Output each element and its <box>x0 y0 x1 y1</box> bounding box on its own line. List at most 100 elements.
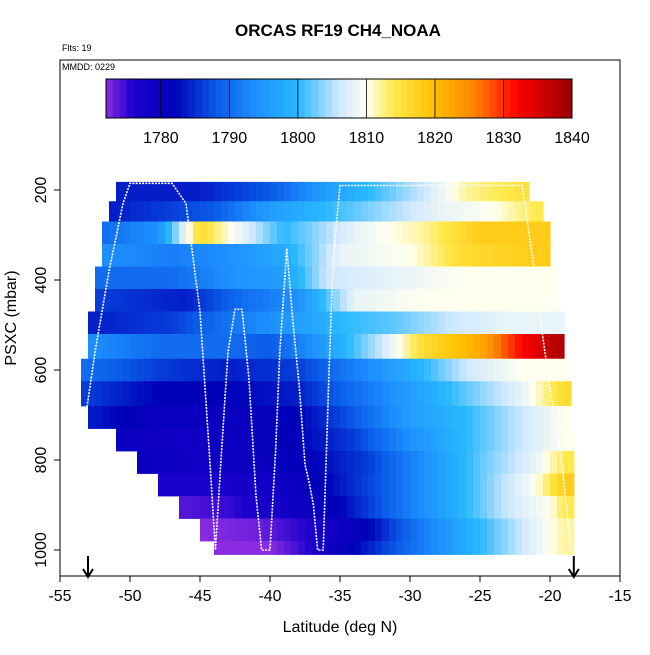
heatmap-cell <box>109 406 117 429</box>
heatmap-cell <box>214 541 222 555</box>
heatmap-cell <box>312 428 320 452</box>
heatmap-cell <box>284 181 292 202</box>
heatmap-cell <box>529 518 537 542</box>
heatmap-cell <box>466 221 474 245</box>
heatmap-cell <box>459 381 467 407</box>
heatmap-cell <box>361 244 369 267</box>
heatmap-cell <box>130 289 138 312</box>
heatmap-cell <box>319 428 327 452</box>
heatmap-cell <box>207 201 215 222</box>
heatmap-cell <box>144 221 152 245</box>
heatmap-cell <box>172 381 180 407</box>
heatmap-cell <box>137 221 145 245</box>
heatmap-cell <box>221 201 229 222</box>
heatmap-cell <box>284 541 292 555</box>
heatmap-cell <box>284 406 292 429</box>
heatmap-cell <box>536 496 544 519</box>
heatmap-cell <box>312 289 320 312</box>
heatmap-cell <box>179 496 187 519</box>
heatmap-cell <box>333 266 341 290</box>
heatmap-cell <box>214 201 222 222</box>
heatmap-cell <box>242 473 250 497</box>
heatmap-cell <box>263 181 271 202</box>
heatmap-cell <box>494 221 502 245</box>
heatmap-cell <box>263 266 271 290</box>
heatmap-cell <box>375 334 383 360</box>
heatmap-cell <box>347 473 355 497</box>
heatmap-cell <box>109 358 117 382</box>
heatmap-cell <box>480 406 488 429</box>
heatmap-cell <box>431 289 439 312</box>
heatmap-cell <box>263 311 271 335</box>
heatmap-cell <box>277 289 285 312</box>
heatmap-cell <box>333 381 341 407</box>
heatmap-cell <box>172 266 180 290</box>
heatmap-cell <box>361 358 369 382</box>
heatmap-cell <box>228 406 236 429</box>
heatmap-cell <box>382 201 390 222</box>
heatmap-cell <box>151 266 159 290</box>
heatmap-cell <box>193 181 201 202</box>
heatmap-cell <box>368 518 376 542</box>
heatmap-cell <box>298 406 306 429</box>
heatmap-cell <box>459 201 467 222</box>
heatmap-cell <box>214 244 222 267</box>
heatmap-cell <box>305 244 313 267</box>
heatmap-cell <box>466 451 474 474</box>
heatmap-cell <box>375 201 383 222</box>
heatmap-cell <box>284 266 292 290</box>
heatmap-cell <box>487 311 495 335</box>
heatmap-cell <box>431 181 439 202</box>
heatmap-cell <box>452 334 460 360</box>
heatmap-cell <box>396 289 404 312</box>
heatmap-cell <box>347 181 355 202</box>
heatmap-cell <box>200 266 208 290</box>
heatmap-cell <box>571 473 575 497</box>
heatmap-cell <box>438 334 446 360</box>
heatmap-cell <box>473 311 481 335</box>
heatmap-cell <box>165 244 173 267</box>
colorbar-swatch <box>544 79 552 118</box>
heatmap-cell <box>515 221 523 245</box>
heatmap-cell <box>522 334 530 360</box>
heatmap-cell <box>445 334 453 360</box>
heatmap-cell <box>550 518 558 542</box>
heatmap-cell <box>193 289 201 312</box>
heatmap-cell <box>123 244 131 267</box>
heatmap-cell <box>354 518 362 542</box>
heatmap-cell <box>494 266 502 290</box>
heatmap-cell <box>557 473 565 497</box>
heatmap-cell <box>494 334 502 360</box>
heatmap-cell <box>319 518 327 542</box>
x-tick-label: -45 <box>188 588 211 605</box>
heatmap-cell <box>382 518 390 542</box>
heatmap-cell <box>550 381 558 407</box>
heatmap-cell <box>340 221 348 245</box>
heatmap-cell <box>256 334 264 360</box>
heatmap-cell <box>228 541 236 555</box>
heatmap-cell <box>403 221 411 245</box>
heatmap-cell <box>221 358 229 382</box>
heatmap-cell <box>501 289 509 312</box>
heatmap-cell <box>207 428 215 452</box>
heatmap-cell <box>522 541 530 555</box>
heatmap-cell <box>389 311 397 335</box>
heatmap-cell <box>543 266 551 290</box>
heatmap-cell <box>543 289 551 312</box>
colorbar-swatch <box>414 79 422 118</box>
heatmap-cell <box>375 311 383 335</box>
heatmap-cell <box>242 181 250 202</box>
heatmap-cell <box>354 244 362 267</box>
heatmap-cell <box>445 451 453 474</box>
heatmap-cell <box>515 541 523 555</box>
heatmap-cell <box>179 358 187 382</box>
heatmap-cell <box>207 289 215 312</box>
heatmap-cell <box>305 406 313 429</box>
heatmap-cell <box>389 201 397 222</box>
heatmap-cell <box>382 428 390 452</box>
heatmap-cell <box>228 518 236 542</box>
heatmap-cell <box>186 496 194 519</box>
heatmap-cell <box>522 289 530 312</box>
heatmap-cell <box>515 334 523 360</box>
